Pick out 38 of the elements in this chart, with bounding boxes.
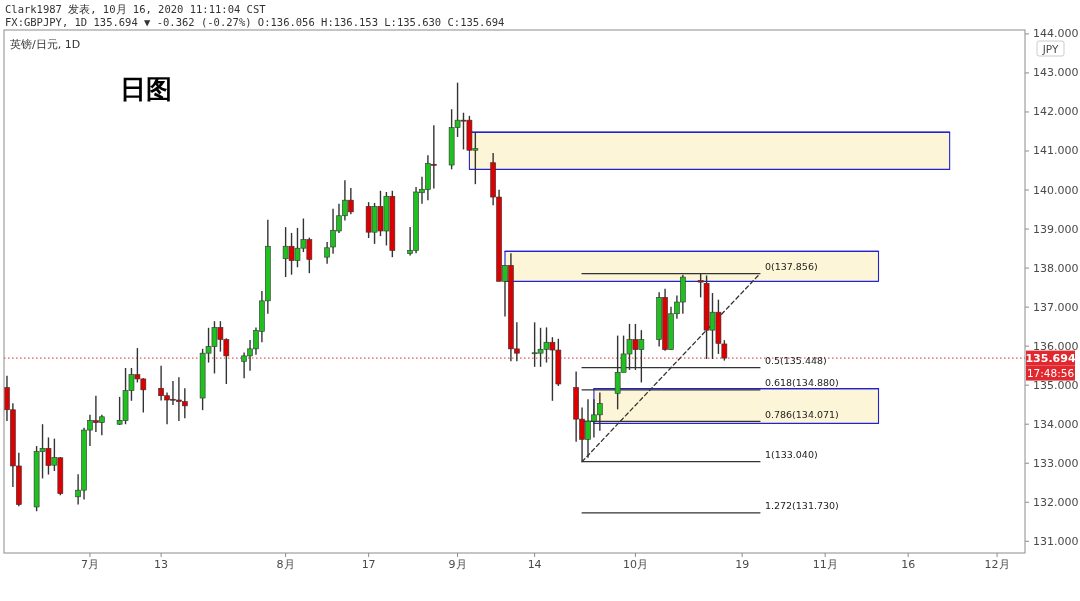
y-tick-label: 132.000 [1033, 495, 1079, 509]
y-tick-label: 141.000 [1033, 144, 1079, 158]
y-axis-title: JPY [1041, 42, 1059, 55]
x-tick-label: 7月 [80, 557, 99, 571]
text: 英镑/日元, 1D [10, 37, 81, 51]
y-tick-label: 135.000 [1033, 378, 1079, 392]
y-tick-label: 142.000 [1033, 105, 1079, 119]
x-tick-label: 8月 [276, 557, 295, 571]
annotation: 0.5(135.448) [764, 355, 827, 367]
x-tick-label: 11月 [812, 557, 838, 571]
y-tick-label: 131.000 [1033, 534, 1079, 548]
annotation: 0(137.856) [764, 261, 818, 273]
x-tick-label: 14 [527, 557, 542, 571]
y-tick-label: 139.000 [1033, 222, 1079, 236]
y-tick-label: 143.000 [1033, 66, 1079, 80]
y-tick-label: 133.000 [1033, 456, 1079, 470]
x-tick-label: 17 [361, 557, 376, 571]
annotation: 1(133.040) [764, 449, 818, 461]
y-tick-label: 138.000 [1033, 261, 1079, 275]
y-tick-label: 144.000 [1033, 27, 1079, 41]
x-tick-label: 9月 [448, 557, 467, 571]
text: Clark1987 发表, 10月 16, 2020 11:11:04 CST [5, 3, 267, 15]
x-tick-label: 13 [154, 557, 169, 571]
ref-line-label: 135.694 [1025, 351, 1076, 365]
x-tick-label: 10月 [622, 557, 648, 571]
annotation: 0.618(134.880) [764, 377, 839, 389]
x-tick-label: 16 [901, 557, 916, 571]
text: 17:48:56 [1026, 367, 1075, 380]
y-tick-label: 134.000 [1033, 417, 1079, 431]
x-tick-label: 12月 [984, 557, 1010, 571]
x-tick-label: 19 [735, 557, 750, 571]
y-tick-label: 136.000 [1033, 339, 1079, 353]
annotation: 0.786(134.071) [764, 408, 839, 420]
annotation: 1.272(131.730) [764, 500, 839, 512]
y-tick-label: 137.000 [1033, 300, 1079, 314]
y-tick-label: 140.000 [1033, 183, 1079, 197]
text: 日图 [120, 74, 172, 104]
text: FX:GBPJPY, 1D 135.694 ▼ -0.362 (-0.27%) O:136.056 H:136.153 L:135.630 C:135.694 [5, 16, 505, 28]
